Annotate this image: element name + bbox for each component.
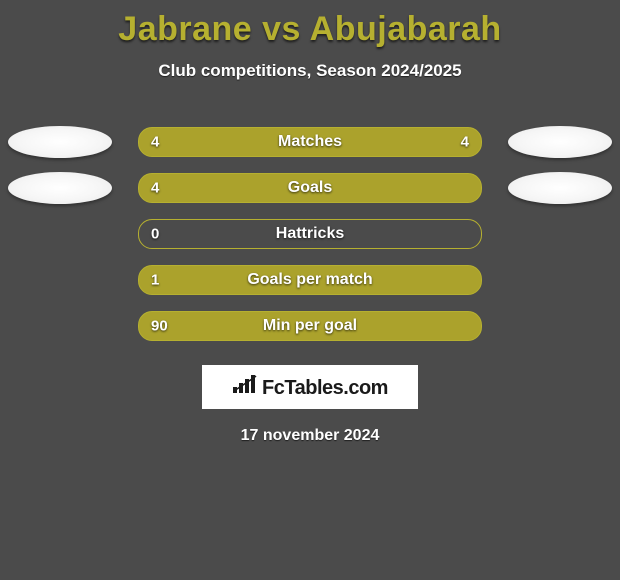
stat-value-left: 0 (151, 226, 159, 243)
stat-bar: 4 Matches 4 (138, 127, 482, 157)
stat-value-left: 4 (151, 180, 159, 197)
stat-rows: 4 Matches 4 4 Goals 0 Hattricks 1 Goals per matc… (0, 119, 620, 349)
footer-date: 17 november 2024 (0, 427, 620, 445)
stat-bar: 0 Hattricks (138, 219, 482, 249)
stat-row: 4 Goals (0, 165, 620, 211)
stat-bar: 90 Min per goal (138, 311, 482, 341)
stat-bar: 1 Goals per match (138, 265, 482, 295)
stat-row: 90 Min per goal (0, 303, 620, 349)
stat-row: 4 Matches 4 (0, 119, 620, 165)
stat-label: Hattricks (276, 225, 344, 243)
player-left-ellipse (8, 126, 112, 158)
brand-text: FcTables.com (262, 377, 388, 400)
player-right-ellipse (508, 172, 612, 204)
brand: FcTables.com (232, 374, 388, 400)
bar-chart-icon (232, 374, 258, 394)
page-title: Jabrane vs Abujabarah (0, 0, 620, 49)
player-right-ellipse (508, 126, 612, 158)
page-subtitle: Club competitions, Season 2024/2025 (0, 61, 620, 81)
stat-value-right: 4 (461, 134, 469, 151)
stat-label: Goals (288, 179, 332, 197)
stat-label: Goals per match (247, 271, 372, 289)
brand-box: FcTables.com (202, 365, 418, 409)
player-left-ellipse (8, 172, 112, 204)
stat-bar: 4 Goals (138, 173, 482, 203)
stat-label: Matches (278, 133, 342, 151)
stat-value-left: 1 (151, 272, 159, 289)
comparison-infographic: Jabrane vs Abujabarah Club competitions,… (0, 0, 620, 580)
stat-value-left: 4 (151, 134, 159, 151)
stat-value-left: 90 (151, 318, 168, 335)
stat-label: Min per goal (263, 317, 357, 335)
stat-row: 0 Hattricks (0, 211, 620, 257)
stat-row: 1 Goals per match (0, 257, 620, 303)
